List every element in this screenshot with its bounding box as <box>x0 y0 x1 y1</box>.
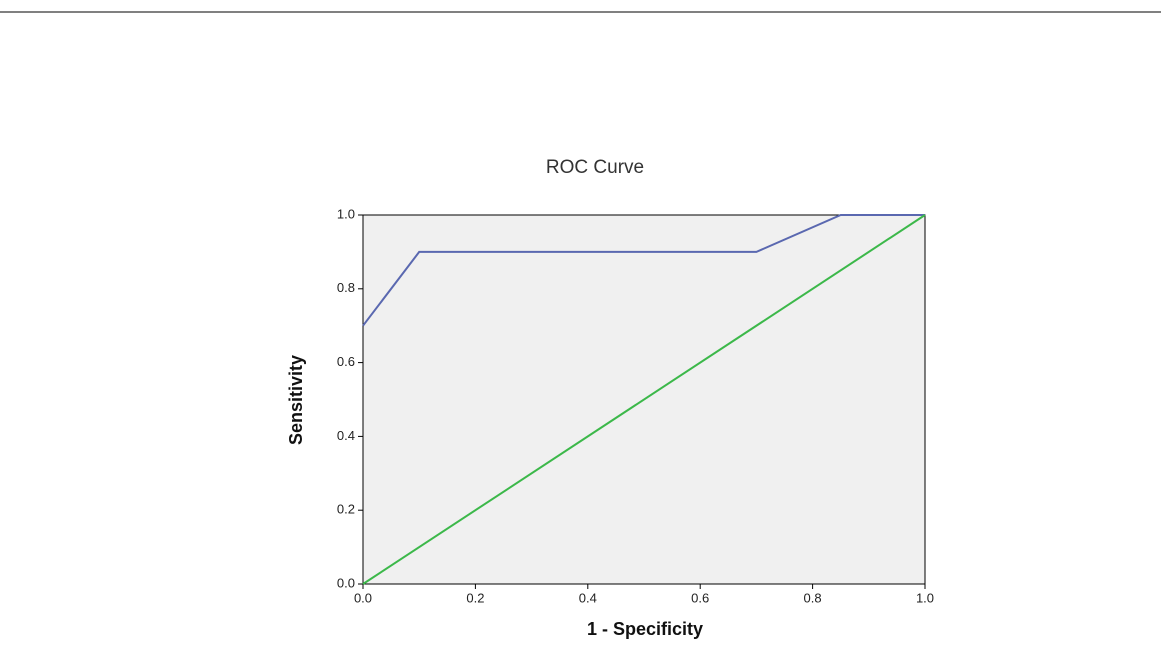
y-tick-label: 0.6 <box>337 354 355 369</box>
roc-line <box>362 214 925 327</box>
x-tick-label: 0.4 <box>579 590 597 605</box>
x-tick-label: 0.0 <box>354 590 372 605</box>
chart-title: ROC Curve <box>546 157 644 178</box>
y-axis-label: Sensitivity <box>286 355 306 445</box>
x-axis-label: 1 - Specificity <box>587 619 703 639</box>
y-tick-label: 0.4 <box>337 428 355 443</box>
x-tick-label: 1.0 <box>916 590 934 605</box>
y-tick-label: 0.8 <box>337 280 355 295</box>
x-tick-label: 0.8 <box>804 590 822 605</box>
x-tick-label: 0.2 <box>466 590 484 605</box>
roc-line <box>362 214 926 585</box>
y-tick-label: 0.2 <box>337 502 355 517</box>
y-tick-label: 0.0 <box>337 575 355 590</box>
y-tick-label: 1.0 <box>337 206 355 221</box>
x-tick-label: 0.6 <box>691 590 709 605</box>
